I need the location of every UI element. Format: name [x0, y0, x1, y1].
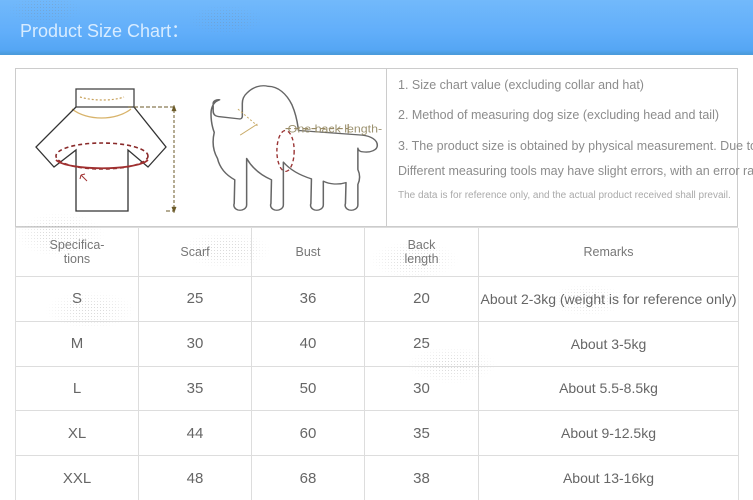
svg-text:One back length-: One back length-: [288, 124, 383, 135]
